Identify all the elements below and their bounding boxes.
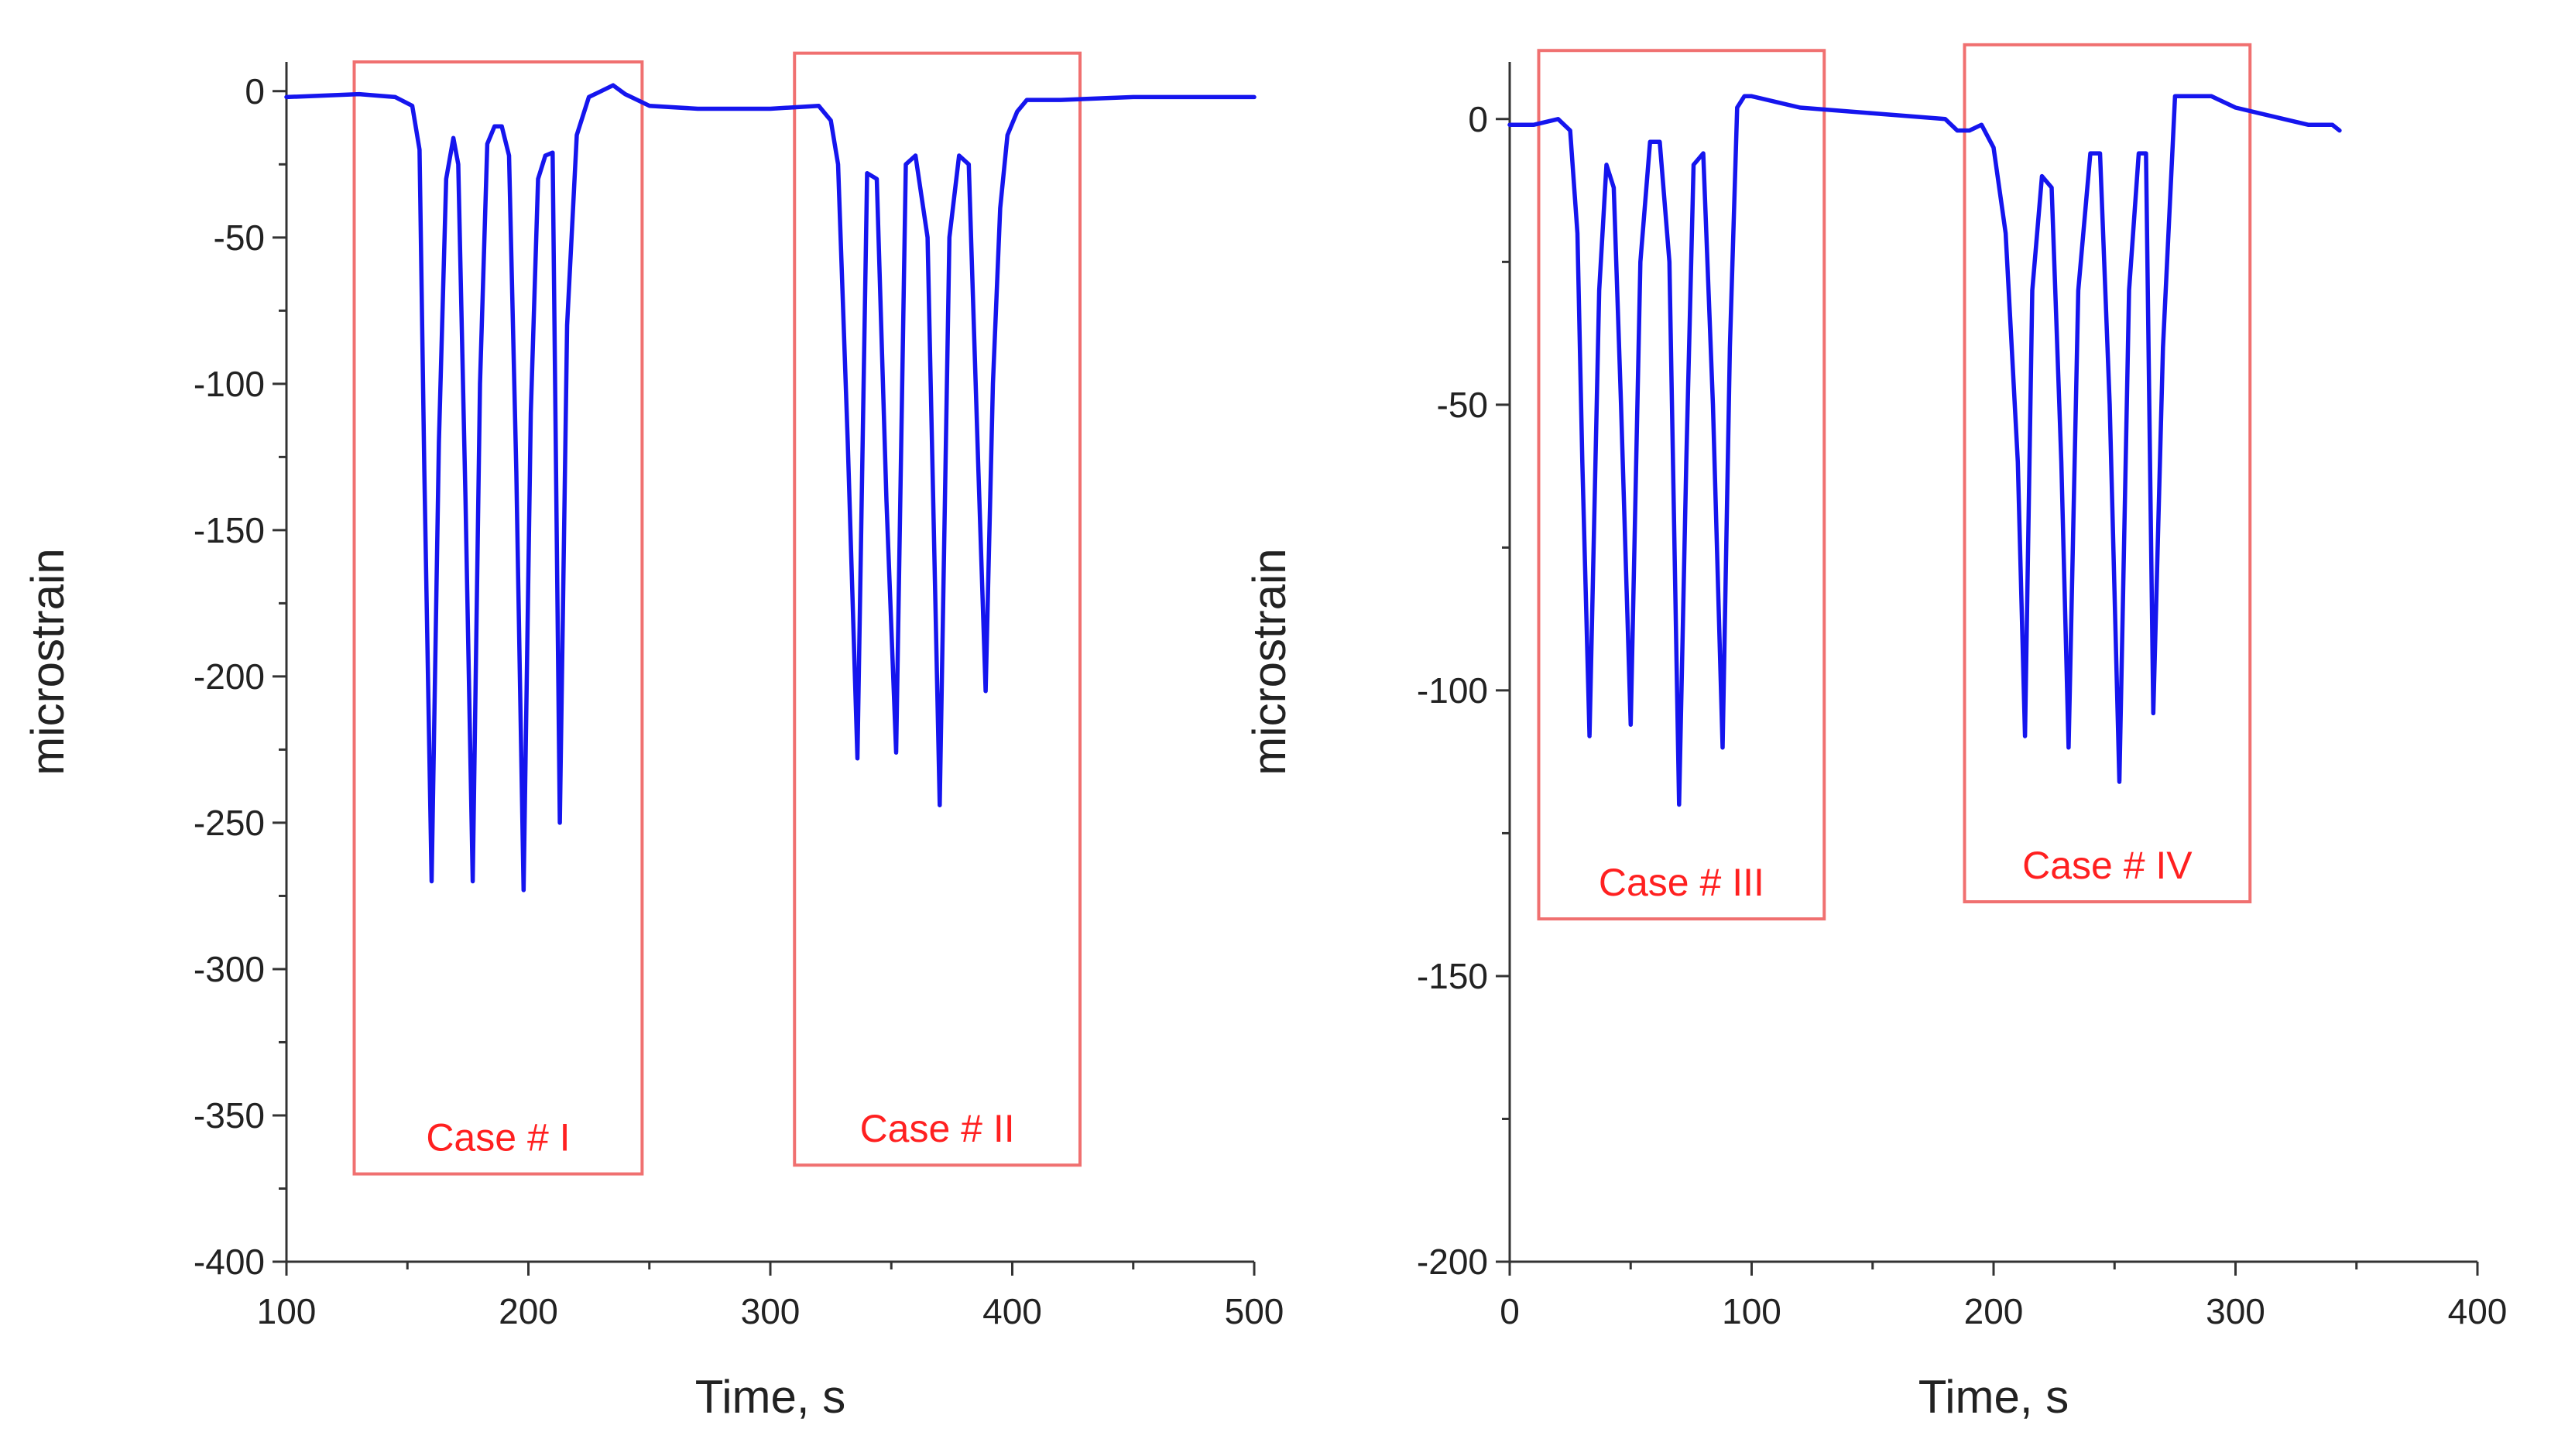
chart-left-case-box: [793, 51, 1082, 1167]
chart-right-case-box: [1963, 43, 2252, 903]
chart-right-case-box: [1537, 49, 1826, 921]
chart-right-x-tick-label: 200: [1964, 1291, 2024, 1331]
chart-right-x-tick-label: 300: [2206, 1291, 2265, 1331]
chart-right-x-tick-label: 0: [1500, 1291, 1520, 1331]
chart-right-y-axis-label: microstrain: [1243, 548, 1295, 775]
chart-right-x-tick-label: 400: [2448, 1291, 2508, 1331]
chart-left-x-tick-label: 100: [257, 1291, 317, 1331]
chart-right-y-tick-label: 0: [1468, 99, 1488, 139]
chart-left-case-label: Case # II: [860, 1107, 1015, 1150]
chart-left-y-tick-label: -350: [194, 1095, 265, 1136]
chart-left-x-tick-label: 400: [982, 1291, 1042, 1331]
chart-left-case-label: Case # I: [426, 1116, 570, 1160]
chart-right-y-tick-label: -100: [1417, 670, 1488, 711]
chart-left-case-box: [352, 60, 644, 1176]
chart-left-y-tick-label: -300: [194, 949, 265, 989]
chart-left-x-axis-label: Time, s: [695, 1371, 845, 1423]
chart-left-series-line: [284, 83, 1257, 892]
chart-right-x-axis-label: Time, s: [1918, 1371, 2069, 1423]
chart-right-y-tick-label: -150: [1417, 956, 1488, 996]
chart-right-x-tick-label: 100: [1722, 1291, 1781, 1331]
chart-left-y-tick-label: -100: [194, 364, 265, 404]
chart-right-case-label: Case # IV: [2022, 844, 2193, 887]
chart-left-x-tick-label: 300: [741, 1291, 801, 1331]
chart-right-y-tick-label: -200: [1417, 1242, 1488, 1282]
chart-right-case-label: Case # III: [1599, 861, 1764, 904]
chart-left-y-tick-label: -400: [194, 1242, 265, 1282]
chart-left-panel: 0 -50 -100 -150 -200 -250 -300 -350 -400 100 200 30…: [22, 51, 1284, 1423]
chart-left-y-tick-label: -250: [194, 803, 265, 843]
chart-left-y-axis-label: microstrain: [22, 548, 74, 775]
chart-left-y-tick-label: -150: [194, 510, 265, 550]
chart-right-y-tick-label: -50: [1437, 385, 1488, 425]
chart-left-x-tick-label: 200: [499, 1291, 558, 1331]
chart-left-y-tick-label: 0: [245, 71, 265, 111]
chart-right-panel: 0 -50 -100 -150 -200 0 100 200 300 400 Time, s micr…: [1243, 43, 2508, 1423]
chart-left-y-tick-label: -50: [214, 218, 265, 258]
chart-left-y-tick-label: -200: [194, 656, 265, 697]
chart-left-x-tick-label: 500: [1225, 1291, 1284, 1331]
chart-right-series-line: [1507, 94, 2342, 807]
